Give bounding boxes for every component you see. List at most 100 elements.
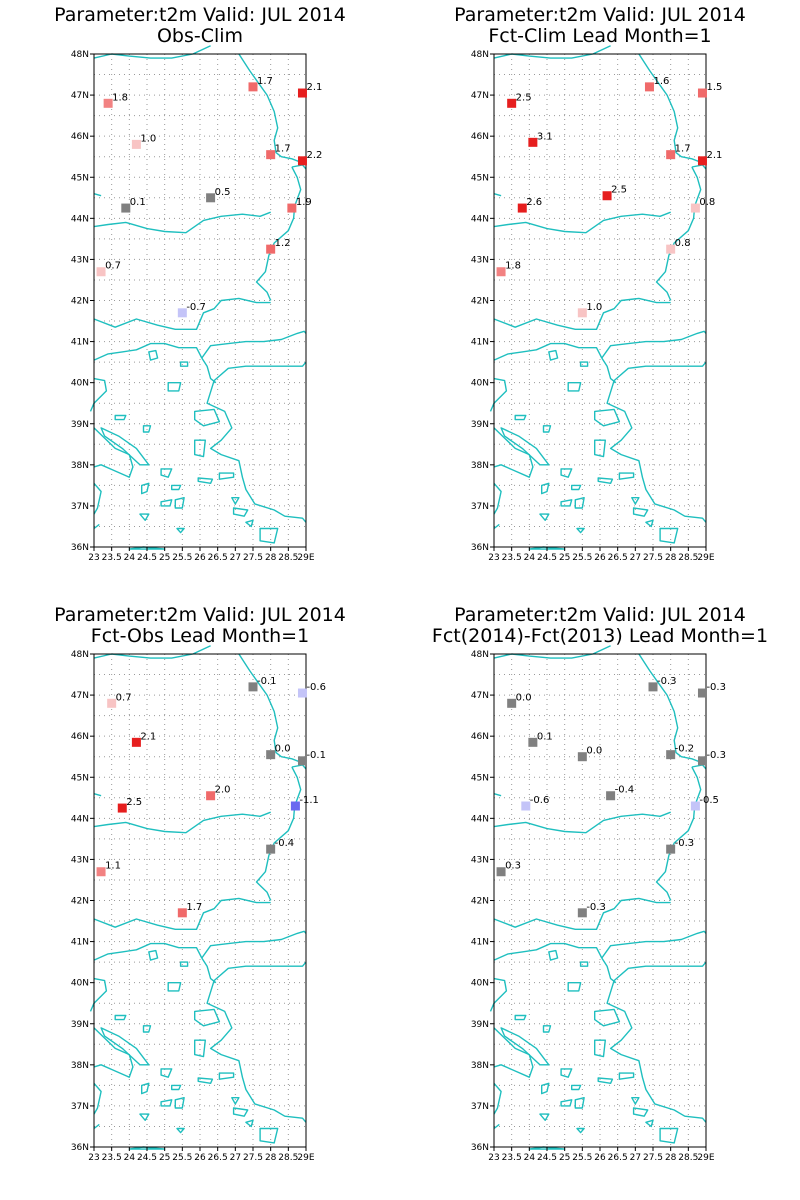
- island-outline: [171, 484, 182, 491]
- station-markers: 1.8 1.0 1.7 2.1 1.7 2.2 0.5 0.1 1.9 1.2 0.7 -0.7: [96, 76, 322, 318]
- station-value-label: 2.6: [526, 197, 542, 208]
- island-outline: [245, 1119, 254, 1128]
- coastline: [93, 811, 271, 834]
- station-value-label: 1.8: [112, 92, 128, 103]
- station-marker: [103, 98, 113, 108]
- station-value-label: -1.1: [299, 795, 319, 806]
- island-outline: [500, 427, 550, 466]
- station-value-label: 1.7: [257, 76, 273, 87]
- island-outline: [576, 527, 585, 534]
- coastline: [489, 377, 508, 412]
- island-outline: [174, 1097, 185, 1109]
- station-marker: [648, 682, 658, 692]
- station-value-label: 2.5: [516, 92, 532, 103]
- island-outline: [645, 1119, 654, 1128]
- station-markers: 0.0 0.1 -0.3 -0.3 0.0 -0.2 -0.3 -0.4 -0.6 -0.5 -0.…: [496, 676, 726, 918]
- island-outline: [594, 408, 621, 427]
- station-marker: [297, 756, 307, 766]
- island-outline: [560, 1099, 573, 1107]
- lat-tick-label: 48N: [471, 650, 489, 660]
- station-marker: [107, 698, 117, 708]
- lat-tick-label: 47N: [71, 91, 89, 101]
- station-marker: [528, 137, 538, 147]
- coastline: [93, 211, 271, 234]
- coastline: [493, 1027, 534, 1078]
- lon-tick-label: 27.5: [243, 553, 263, 563]
- lat-tick-label: 37N: [71, 1102, 89, 1112]
- lat-tick-label: 48N: [71, 50, 89, 60]
- coastline: [201, 930, 307, 959]
- panel-title-line1: Parameter:t2m Valid: JUL 2014: [54, 604, 346, 626]
- grid: [94, 654, 306, 1147]
- coastline: [493, 1123, 500, 1130]
- station-marker: [507, 98, 517, 108]
- lon-tick-label: 29E: [297, 1153, 314, 1163]
- lat-tick-label: 38N: [471, 1061, 489, 1071]
- island-outline: [539, 1113, 550, 1121]
- coastline: [493, 897, 671, 930]
- panel-title-line2: Fct(2014)-Fct(2013) Lead Month=1: [432, 625, 768, 647]
- island-outline: [514, 414, 527, 421]
- lat-tick-label: 39N: [471, 420, 489, 430]
- station-marker: [96, 867, 106, 877]
- island-outline: [631, 497, 640, 505]
- lat-tick-label: 47N: [71, 691, 89, 701]
- lat-tick-label: 41N: [71, 938, 89, 948]
- lat-tick-label: 38N: [471, 461, 489, 471]
- coastline: [213, 961, 307, 982]
- station-markers: 0.7 2.1 -0.1 -0.6 0.0 -0.1 2.0 2.5 -1.1 -0.4 1.1 1.…: [96, 676, 326, 918]
- island-outline: [218, 472, 235, 480]
- coastlines: [89, 45, 307, 550]
- station-marker: [266, 750, 276, 760]
- station-marker: [690, 801, 700, 811]
- island-outline: [542, 1025, 552, 1033]
- island-outline: [114, 1014, 127, 1021]
- island-outline: [197, 477, 214, 484]
- coastline: [93, 1082, 102, 1115]
- island-outline: [167, 382, 182, 392]
- station-marker: [297, 88, 307, 98]
- station-marker: [697, 756, 707, 766]
- station-value-label: 1.9: [296, 197, 312, 208]
- lat-tick-label: 37N: [71, 502, 89, 512]
- lat-tick-label: 46N: [71, 132, 89, 142]
- island-outline: [632, 1107, 649, 1117]
- lat-tick-label: 47N: [471, 691, 489, 701]
- station-value-label: -0.3: [657, 676, 677, 687]
- coastline: [493, 1082, 502, 1115]
- map-panel-fct-clim: Parameter:t2m Valid: JUL 2014 Fct-Clim L…: [400, 0, 800, 600]
- station-value-label: 0.0: [275, 744, 291, 755]
- station-marker: [297, 156, 307, 166]
- station-marker: [697, 688, 707, 698]
- station-marker: [121, 203, 131, 213]
- island-outline: [560, 1068, 573, 1078]
- lat-tick-label: 39N: [71, 420, 89, 430]
- lon-tick-label: 27.5: [643, 553, 663, 563]
- island-outline: [100, 427, 150, 466]
- lat-tick-label: 46N: [71, 732, 89, 742]
- lon-tick-label: 23: [88, 1153, 99, 1163]
- island-outline: [232, 1107, 249, 1117]
- lat-tick-label: 48N: [471, 50, 489, 60]
- map-canvas: Parameter:t2m Valid: JUL 2014 Fct-Clim L…: [454, 4, 746, 563]
- lon-tick-label: 28.5: [278, 553, 298, 563]
- station-value-label: 0.7: [105, 261, 121, 272]
- island-outline: [176, 527, 185, 534]
- lat-tick-label: 44N: [471, 814, 489, 824]
- station-value-label: -0.3: [706, 682, 726, 693]
- lon-tick-label: 27: [230, 553, 241, 563]
- station-value-label: 0.3: [505, 861, 521, 872]
- lat-tick-label: 37N: [471, 1102, 489, 1112]
- island-outline: [197, 1077, 214, 1084]
- coastline: [93, 482, 102, 515]
- coastline: [493, 942, 603, 961]
- coastline: [201, 330, 307, 359]
- map-canvas: Parameter:t2m Valid: JUL 2014 Fct-Obs Le…: [54, 604, 346, 1163]
- island-outline: [571, 1084, 582, 1091]
- island-outline: [218, 1072, 235, 1080]
- island-outline: [659, 1127, 679, 1144]
- coastline: [93, 45, 211, 59]
- coastline: [291, 764, 307, 770]
- station-value-label: 1.6: [653, 76, 669, 87]
- station-value-label: -0.3: [586, 902, 606, 913]
